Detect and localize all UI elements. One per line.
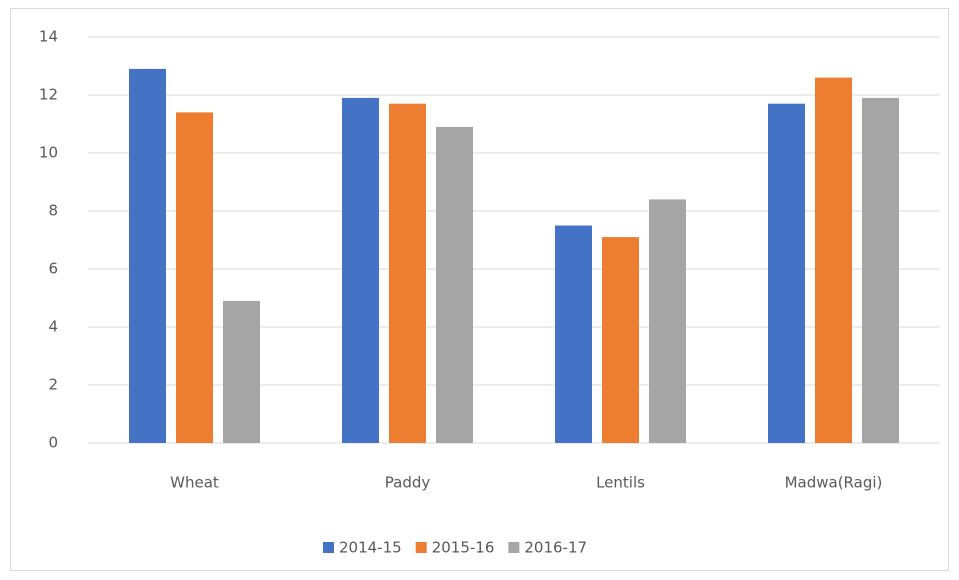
x-tick-label: Lentils: [596, 474, 645, 492]
legend-label: 2016-17: [524, 539, 587, 557]
y-tick-label: 8: [48, 202, 58, 220]
x-tick-label: Wheat: [170, 474, 219, 492]
legend-swatch: [323, 542, 334, 553]
y-tick-label: 0: [48, 434, 58, 452]
bar: [862, 97, 899, 444]
legend-swatch: [508, 542, 520, 553]
bar: [129, 68, 166, 444]
bar: [768, 103, 805, 443]
legend-label: 2014-15: [339, 539, 402, 557]
y-tick-label: 2: [48, 376, 58, 394]
legend-swatch: [415, 542, 427, 553]
bar: [342, 97, 379, 444]
y-tick-label: 12: [39, 86, 58, 104]
bar: [223, 300, 260, 443]
bar: [602, 237, 639, 443]
legend-label: 2015-16: [432, 539, 495, 557]
y-tick-label: 6: [48, 260, 58, 278]
bar: [649, 199, 686, 443]
x-tick-label: Madwa(Ragi): [785, 474, 883, 492]
bar: [436, 126, 473, 444]
x-tick-label: Paddy: [385, 474, 431, 492]
y-tick-label: 10: [39, 144, 58, 162]
bar: [176, 112, 213, 444]
y-tick-label: 14: [39, 28, 58, 46]
bar: [389, 103, 426, 443]
y-tick-label: 4: [48, 318, 58, 336]
bar: [815, 77, 852, 443]
bar: [555, 225, 592, 443]
